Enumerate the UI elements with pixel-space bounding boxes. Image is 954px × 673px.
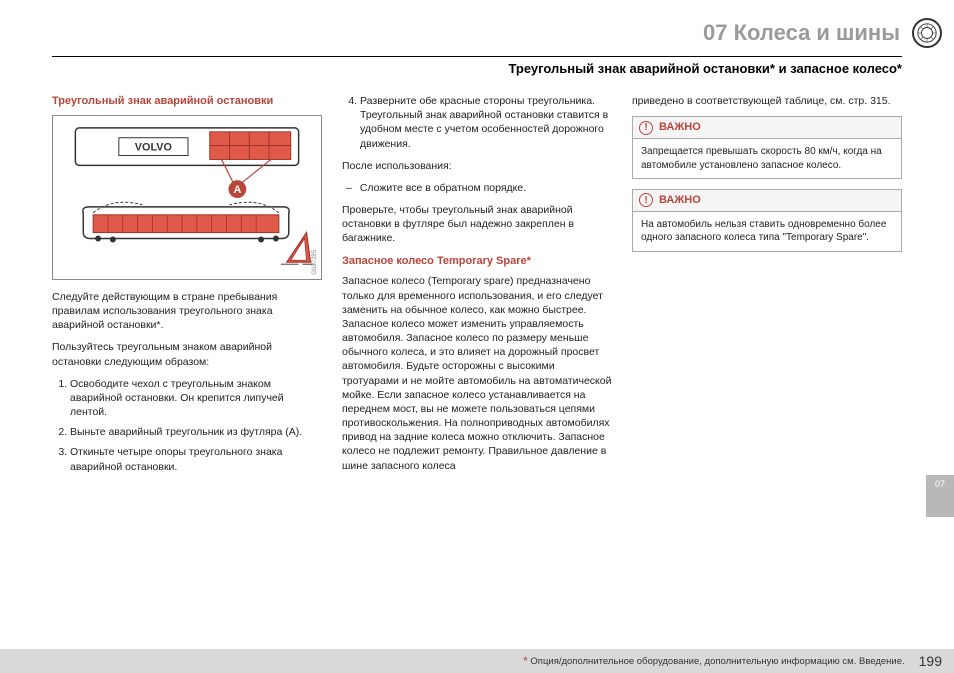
notice-header: ! ВАЖНО: [633, 190, 901, 212]
page-header: 07 Колеса и шины: [0, 18, 954, 56]
column-3: приведено в соответствующей таблице, см.…: [632, 94, 902, 482]
marker-a-svg: A: [233, 184, 241, 196]
notice-title: ВАЖНО: [659, 120, 701, 135]
header-rule: [52, 56, 902, 57]
list-item: Выньте аварийный треугольник из футляра …: [70, 425, 322, 439]
column-2: Разверните обе красные стороны треугольн…: [342, 94, 612, 482]
important-notice-2: ! ВАЖНО На автомобиль нельзя ставить одн…: [632, 189, 902, 252]
list-item: Освободите чехол с треугольным знаком ав…: [70, 377, 322, 420]
content-columns: Треугольный знак аварийной остановки VOL…: [0, 94, 954, 482]
col1-p2: Пользуйтесь треугольным знаком аварийной…: [52, 340, 322, 368]
footer-note-text: Опция/дополнительное оборудование, допол…: [530, 656, 904, 667]
important-notice-1: ! ВАЖНО Запрещается превышать скорость 8…: [632, 116, 902, 179]
chapter-tab: 07: [926, 475, 954, 517]
illustration-code: G027285: [311, 250, 319, 275]
col2-after: После использования:: [342, 159, 612, 173]
list-item: Откиньте четыре опоры треугольного знака…: [70, 445, 322, 473]
col2-spare: Запасное колесо (Temporary spare) предна…: [342, 274, 612, 472]
notice-body: На автомобиль нельзя ставить одновременн…: [633, 212, 901, 251]
dash-text: Сложите все в обратном порядке.: [360, 181, 526, 195]
footer-note: * Опция/дополнительное оборудование, доп…: [523, 654, 905, 668]
list-item: Разверните обе красные стороны треугольн…: [360, 94, 612, 151]
tire-icon: [912, 18, 942, 48]
warning-triangle-illustration: VOLVO A: [52, 115, 322, 280]
notice-body: Запрещается превышать скорость 80 км/ч, …: [633, 139, 901, 178]
volvo-label-svg: VOLVO: [135, 141, 172, 153]
col1-heading: Треугольный знак аварийной остановки: [52, 94, 322, 109]
dash-item: – Сложите все в обратном порядке.: [342, 181, 612, 195]
page-footer: * Опция/дополнительное оборудование, доп…: [0, 649, 954, 673]
col2-list: Разверните обе красные стороны треугольн…: [342, 94, 612, 151]
page-number: 199: [919, 653, 942, 669]
col3-cont: приведено в соответствующей таблице, см.…: [632, 94, 902, 108]
dash-icon: –: [346, 181, 352, 195]
column-1: Треугольный знак аварийной остановки VOL…: [52, 94, 322, 482]
chapter-title: 07 Колеса и шины: [703, 20, 900, 46]
manual-page: 07 Колеса и шины Треугольный знак аварий…: [0, 0, 954, 673]
section-subtitle: Треугольный знак аварийной остановки* и …: [0, 61, 954, 94]
col1-p1: Следуйте действующим в стране пребывания…: [52, 290, 322, 333]
asterisk-icon: *: [523, 654, 528, 668]
notice-title: ВАЖНО: [659, 193, 701, 208]
col2-heading: Запасное колесо Temporary Spare*: [342, 254, 612, 269]
notice-header: ! ВАЖНО: [633, 117, 901, 139]
col1-list: Освободите чехол с треугольным знаком ав…: [52, 377, 322, 474]
exclamation-icon: !: [639, 193, 653, 207]
col2-check: Проверьте, чтобы треугольный знак аварий…: [342, 203, 612, 246]
exclamation-icon: !: [639, 121, 653, 135]
